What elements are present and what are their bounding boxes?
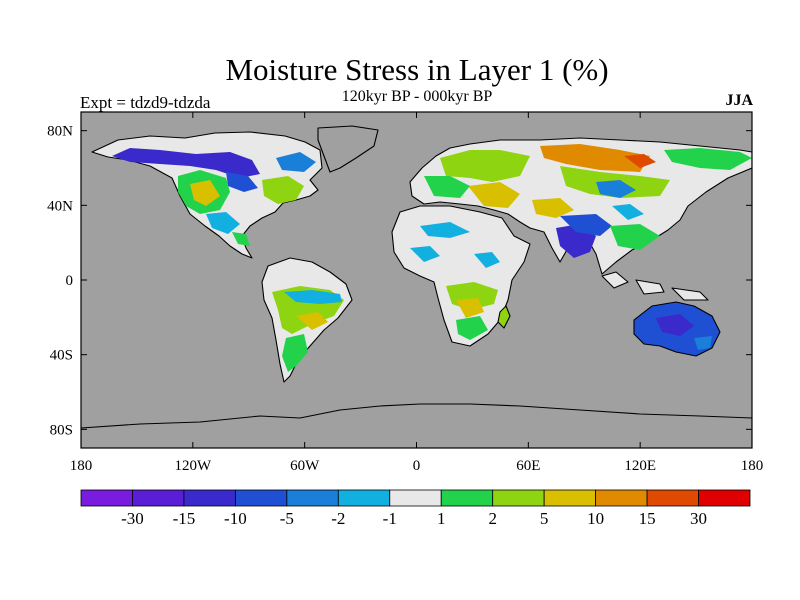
y-tick-label: 80N bbox=[47, 124, 73, 140]
y-tick-label: 40N bbox=[47, 198, 73, 214]
x-tick-label: 120W bbox=[174, 458, 212, 474]
eastern-siberia-green-patch bbox=[664, 148, 752, 170]
colorbar-label: -1 bbox=[383, 509, 397, 528]
colorbar-label: 5 bbox=[540, 509, 549, 528]
chart-subtitle: 120kyr BP - 000kyr BP bbox=[341, 88, 493, 105]
colorbar-label: 1 bbox=[437, 509, 446, 528]
colorbar-swatch bbox=[698, 489, 751, 507]
antarctica-landmass bbox=[81, 403, 752, 448]
x-tick-label: 180 bbox=[741, 458, 764, 474]
na-blue-patch-2 bbox=[276, 152, 316, 172]
x-tick-label: 0 bbox=[413, 458, 421, 474]
sa-orange-patch bbox=[296, 312, 328, 330]
central-asia-blue-patch bbox=[596, 180, 636, 198]
colorbar-label: -2 bbox=[331, 509, 345, 528]
colorbar-swatch bbox=[132, 489, 185, 507]
colorbar-swatch bbox=[234, 489, 288, 507]
colorbar-swatch bbox=[286, 489, 339, 507]
x-tick-label: 60E bbox=[516, 458, 540, 474]
x-tick-label: 60W bbox=[290, 458, 320, 474]
colorbar-label: -30 bbox=[121, 509, 144, 528]
india-blue-patch bbox=[560, 214, 612, 236]
colorbar-swatch bbox=[337, 489, 391, 507]
sahara-band-patch bbox=[420, 222, 470, 238]
australia-light-patch bbox=[694, 336, 712, 350]
tibet-orange-patch bbox=[532, 198, 574, 218]
colorbar-label: 15 bbox=[639, 509, 656, 528]
na-blue-patch bbox=[226, 172, 258, 192]
anomaly-patches bbox=[112, 144, 752, 372]
colorbar-swatch bbox=[543, 489, 597, 507]
colorbar-swatch bbox=[440, 489, 494, 507]
eu-green-mid-patch bbox=[424, 176, 470, 198]
y-tick-label: 0 bbox=[66, 273, 74, 289]
colorbar-label: 30 bbox=[690, 509, 707, 528]
na-green-patch-2 bbox=[262, 176, 304, 204]
africa-lightblue-patch bbox=[410, 246, 500, 268]
season-label: JJA bbox=[725, 92, 753, 109]
land-layer bbox=[81, 125, 752, 448]
chart-title: Moisture Stress in Layer 1 (%) bbox=[225, 52, 609, 87]
colorbar-label: 10 bbox=[587, 509, 604, 528]
madagascar-landmass bbox=[497, 305, 511, 329]
colorbar-swatch bbox=[595, 489, 648, 507]
australia-dark-patch bbox=[656, 314, 694, 336]
eu-yellow-patch bbox=[468, 182, 520, 208]
colorbar-swatch bbox=[389, 489, 442, 507]
colorbar-label: -10 bbox=[224, 509, 247, 528]
colorbar-label: 2 bbox=[488, 509, 497, 528]
africa-landmass bbox=[391, 205, 531, 347]
colorbar: -30 -15 -10 -5 -2 -1 1 2 5 10 15 30 bbox=[80, 489, 751, 528]
experiment-label: Expt = tdzd9-tdzda bbox=[80, 93, 211, 112]
siberia-red-patch bbox=[624, 154, 656, 168]
y-tick-label: 80S bbox=[50, 422, 73, 438]
maritime-continent bbox=[601, 271, 709, 301]
colorbar-label: -5 bbox=[280, 509, 294, 528]
axis-ticks: 180 120W 60W 0 60E 120E 180 80N 40N 0 40S 80S bbox=[47, 112, 763, 474]
na-yellow-patch bbox=[190, 180, 220, 206]
y-tick-label: 40S bbox=[50, 348, 73, 364]
na-green-patch-3 bbox=[232, 232, 250, 246]
central-asia-lightblue-patch bbox=[612, 204, 644, 220]
colorbar-swatch bbox=[492, 489, 545, 507]
eu-green-north-patch bbox=[440, 150, 530, 182]
sa-lightblue-patch bbox=[284, 290, 342, 304]
africa-yellow-patch bbox=[456, 298, 484, 318]
x-tick-label: 180 bbox=[70, 458, 93, 474]
sa-green-south-patch bbox=[282, 334, 308, 372]
colorbar-swatch bbox=[646, 489, 699, 507]
colorbar-label: -15 bbox=[173, 509, 196, 528]
colorbar-swatch bbox=[183, 489, 236, 507]
greenland-landmass bbox=[317, 125, 379, 173]
x-tick-label: 120E bbox=[624, 458, 656, 474]
colorbar-swatch bbox=[80, 489, 133, 507]
africa-green-south-patch bbox=[456, 316, 488, 340]
east-asia-green-patch bbox=[610, 224, 660, 250]
siberia-orange-patch bbox=[540, 144, 650, 172]
na-dark-blue-patch bbox=[112, 148, 260, 178]
na-lightblue-patch bbox=[206, 212, 240, 234]
